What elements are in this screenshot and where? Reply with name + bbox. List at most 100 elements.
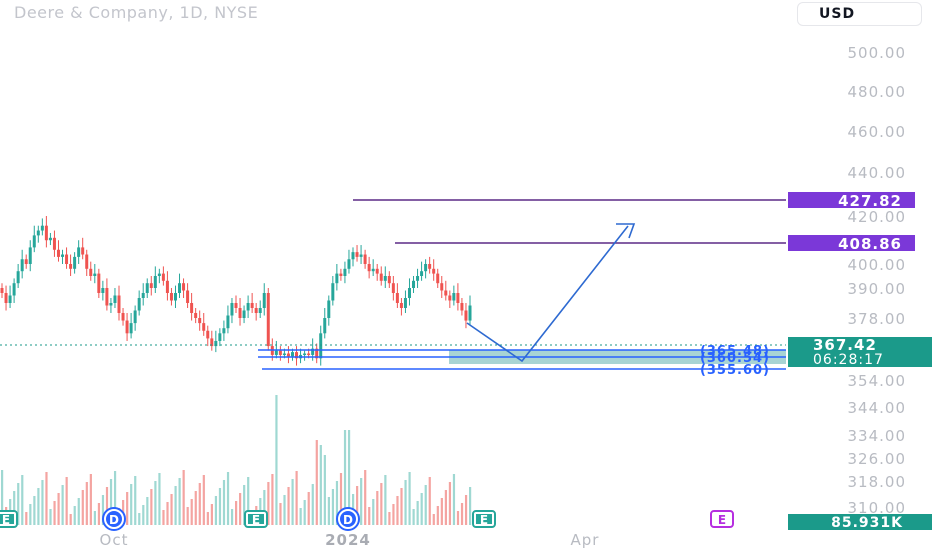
volume-bar: [464, 495, 468, 525]
price-tick-label: 354.00: [848, 372, 907, 390]
candle-body: [379, 273, 383, 281]
volume-bar: [138, 513, 141, 525]
volume-bar: [303, 500, 306, 525]
candle-body: [311, 348, 315, 355]
volume-bar: [41, 480, 44, 525]
candle-body: [286, 353, 290, 357]
candle-body: [355, 252, 359, 257]
candle-body: [222, 328, 226, 334]
candle-body: [12, 283, 16, 296]
volume-bar: [428, 477, 431, 525]
volume-bar: [271, 474, 274, 525]
volume-bar: [263, 490, 266, 525]
volume-bar: [275, 395, 278, 525]
volume-bar: [323, 455, 326, 525]
candle-body: [109, 303, 113, 306]
volume-bar: [45, 472, 48, 525]
candle-body: [412, 280, 416, 288]
candle-body: [295, 352, 299, 359]
volume-bar: [81, 490, 84, 525]
volume-bar: [222, 480, 226, 525]
candle-body: [190, 303, 194, 313]
bar-countdown: 06:28:17: [813, 352, 884, 368]
candle-body: [367, 264, 371, 272]
last-price-value: 367.42: [813, 336, 877, 354]
event-marker-label: E: [2, 513, 10, 527]
volume-bar: [210, 504, 213, 525]
candle-body: [105, 288, 109, 306]
level-price-tag: [788, 192, 915, 208]
candle-body: [129, 323, 133, 334]
volume-bar: [360, 478, 363, 525]
price-tick-label: 318.00: [848, 473, 907, 491]
volume-bar: [319, 445, 322, 525]
volume-bar: [93, 511, 96, 525]
price-tick-label: 500.00: [848, 44, 907, 62]
volume-bar: [218, 488, 222, 525]
candle-body: [40, 225, 44, 231]
candle-body: [242, 310, 246, 318]
volume-bar: [13, 491, 16, 525]
volume-bar: [469, 487, 472, 525]
candle-body: [464, 310, 468, 321]
symbol-title: Deere & Company, 1D, NYSE: [14, 3, 259, 22]
candle-body: [210, 338, 214, 347]
volume-bar: [178, 478, 181, 525]
volume-bar: [214, 496, 218, 525]
volume-tag: [788, 514, 932, 530]
volume-bar: [283, 495, 286, 525]
dividend-marker-core: [106, 511, 122, 527]
currency-button[interactable]: USD: [797, 2, 922, 26]
volume-bar: [432, 514, 435, 525]
volume-bar: [154, 481, 157, 525]
support-level-label: (355.60): [700, 363, 770, 378]
volume-bar: [331, 489, 335, 525]
price-tick-label: 378.00: [848, 310, 907, 328]
candle-body: [125, 320, 129, 334]
volume-bar: [65, 477, 68, 525]
candle-body: [113, 295, 117, 303]
earnings-marker-icon[interactable]: [710, 510, 734, 528]
price-tick-label: 460.00: [848, 123, 907, 141]
candle-body: [20, 259, 24, 272]
price-tick-label: 344.00: [848, 399, 907, 417]
volume-bar: [384, 475, 387, 525]
volume-bar: [347, 430, 351, 525]
projection-path[interactable]: [466, 225, 629, 363]
candle-body: [173, 293, 177, 301]
candle-body: [468, 305, 472, 321]
candle-body: [383, 276, 387, 281]
candle-body: [254, 308, 258, 313]
volume-bar: [424, 485, 427, 525]
candle-body: [387, 276, 391, 284]
volume-bar: [456, 511, 460, 525]
candle-body: [157, 273, 161, 276]
volume-bar: [190, 499, 193, 525]
volume-bar: [279, 503, 282, 525]
candle-body: [371, 268, 375, 272]
volume-bar: [235, 501, 238, 525]
support-level-label: (365.48): [700, 344, 770, 359]
volume-bar: [130, 484, 133, 525]
volume-bar: [25, 512, 28, 525]
volume-bar: [113, 471, 117, 525]
candle-body: [198, 318, 202, 324]
volume-bar: [77, 498, 80, 525]
price-tick-label: 390.00: [848, 280, 907, 298]
volume-bar: [206, 512, 209, 525]
candle-body: [81, 247, 85, 255]
candle-body: [52, 237, 56, 250]
volume-bar: [198, 483, 201, 525]
price-tick-label: 400.00: [848, 256, 907, 274]
candle-body: [73, 256, 77, 269]
candle-body: [16, 271, 20, 284]
volume-bar: [29, 504, 32, 525]
candle-body: [194, 313, 198, 318]
candle-body: [444, 290, 448, 296]
candle-body: [351, 252, 355, 260]
candle-body: [407, 288, 411, 298]
volume-bar: [33, 496, 36, 525]
candle-body: [44, 225, 48, 241]
